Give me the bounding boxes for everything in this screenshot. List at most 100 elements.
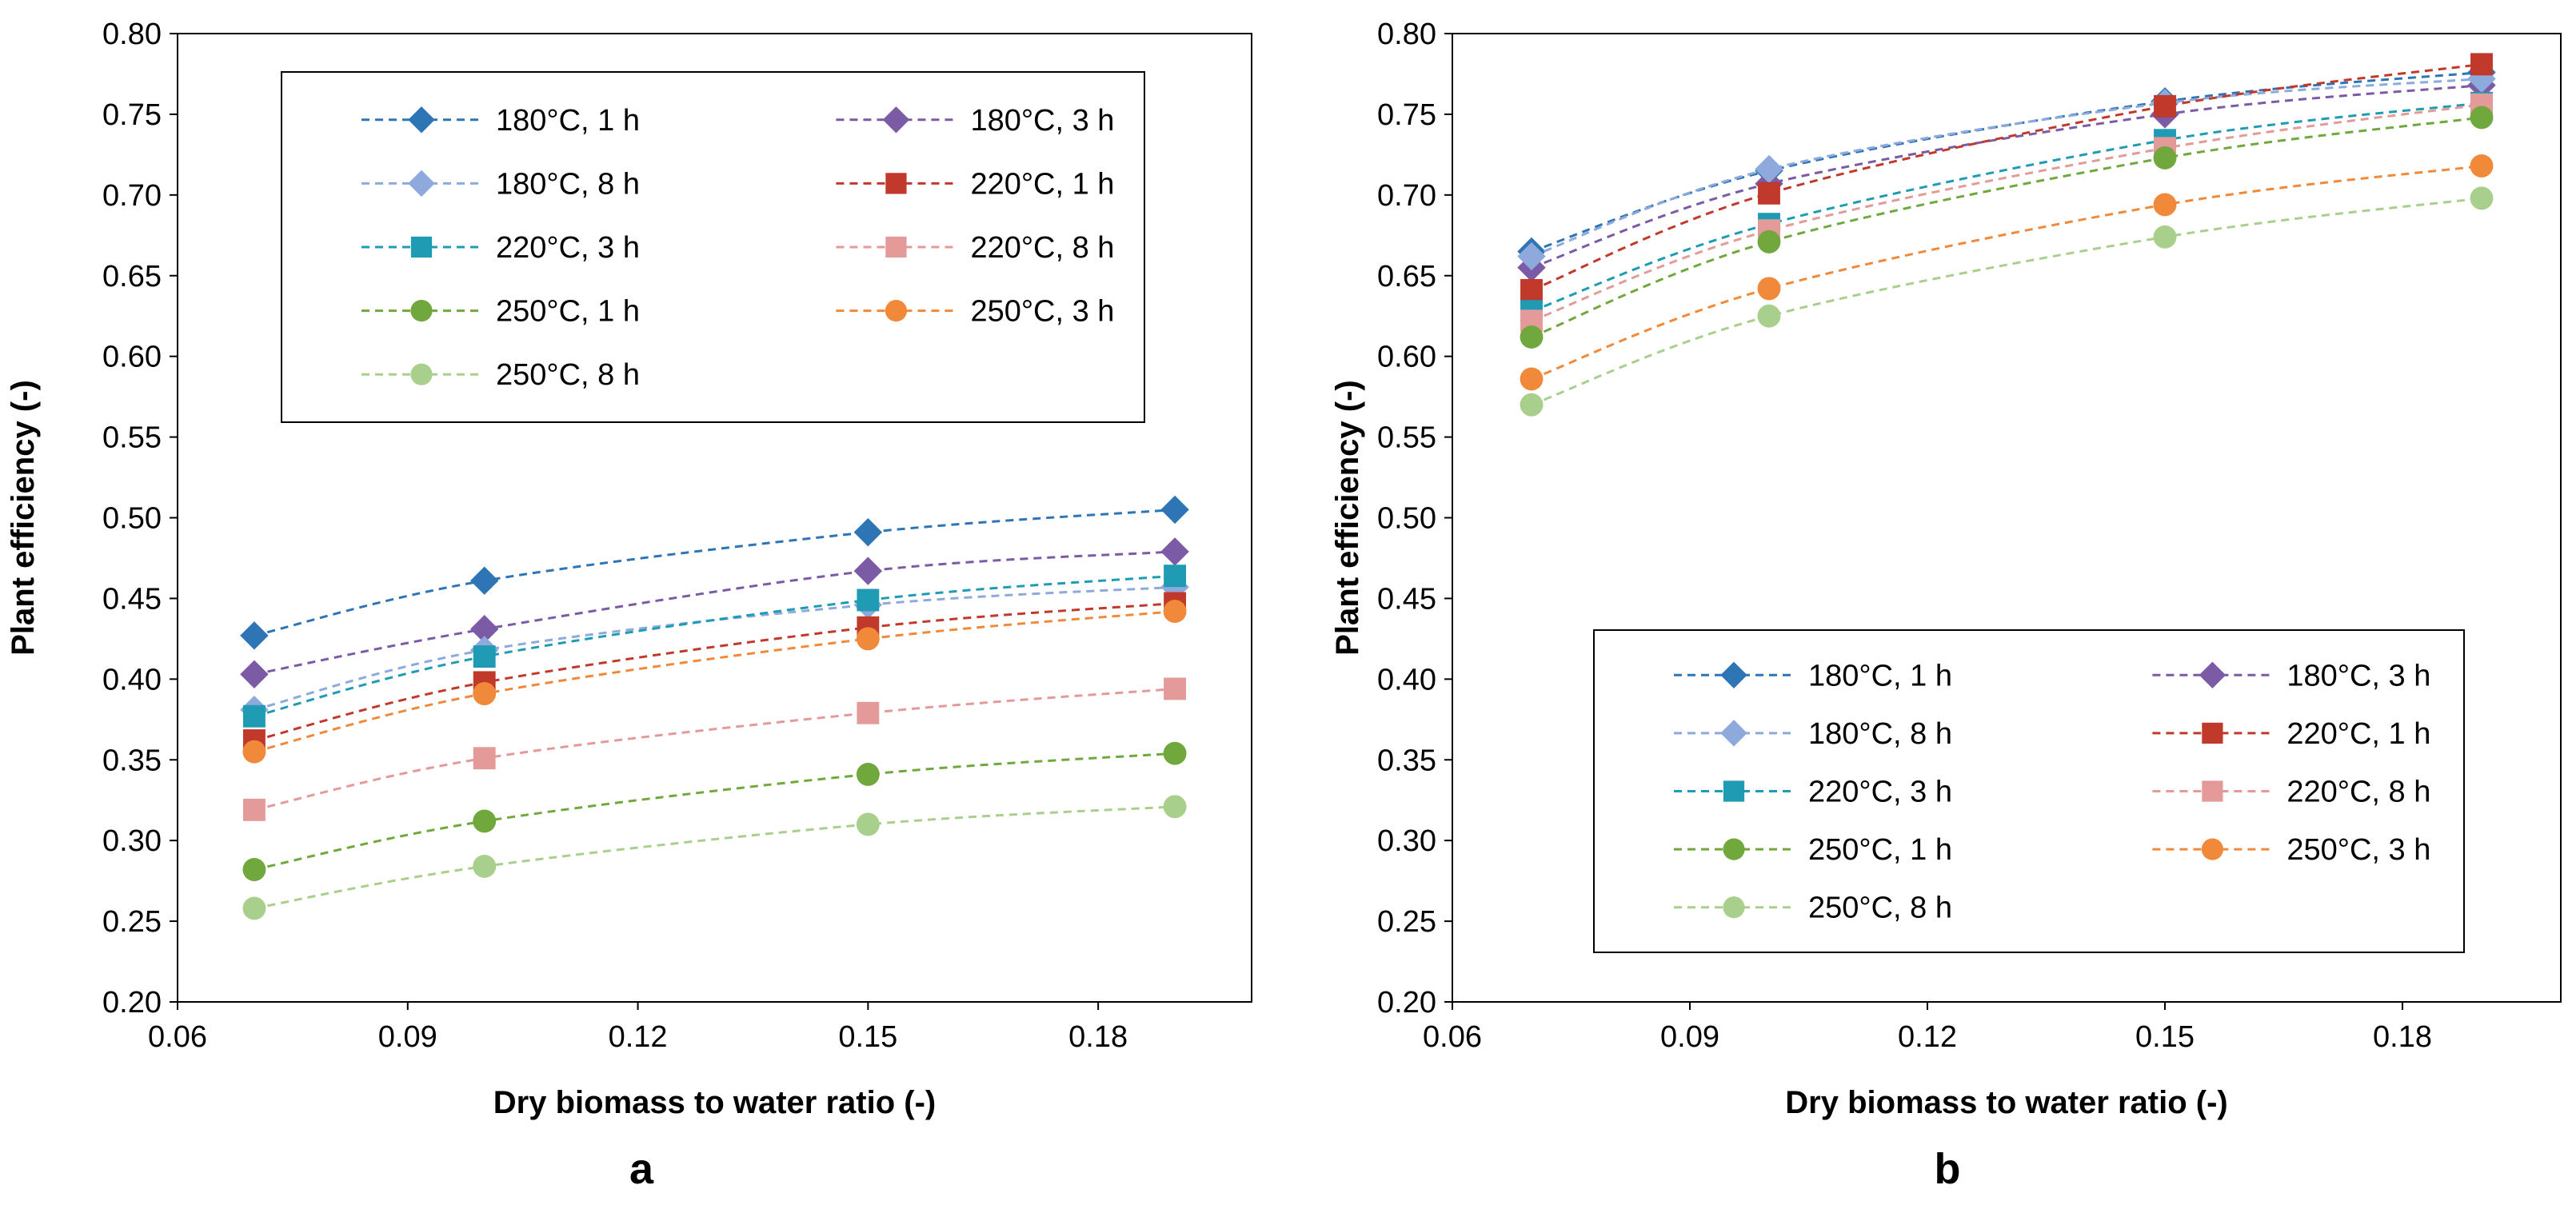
panel-label: b: [1935, 1145, 1961, 1193]
y-tick-label: 0.25: [1377, 905, 1436, 939]
legend-marker: [410, 363, 433, 385]
y-tick-label: 0.80: [1377, 18, 1436, 51]
data-point-marker: [857, 589, 880, 612]
y-axis-title: Plant efficiency (-): [6, 380, 41, 656]
y-tick-label: 0.80: [102, 18, 162, 51]
y-tick-label: 0.20: [1377, 986, 1436, 1019]
legend-label: 220°C, 3 h: [1808, 776, 1952, 809]
data-point-marker: [473, 645, 496, 668]
y-tick-label: 0.70: [1377, 179, 1436, 213]
legend-label: 250°C, 3 h: [2286, 833, 2430, 867]
legend-label: 180°C, 3 h: [970, 104, 1114, 138]
y-tick-label: 0.50: [1377, 502, 1436, 536]
legend-marker: [1720, 661, 1747, 689]
series-line: [1531, 84, 2482, 269]
legend-marker: [408, 106, 435, 134]
y-tick-label: 0.45: [102, 582, 162, 616]
data-point-marker: [242, 740, 266, 764]
y-tick-label: 0.75: [102, 98, 162, 132]
data-point-marker: [242, 704, 266, 728]
data-point-marker: [853, 557, 883, 585]
data-point-marker: [1757, 277, 1781, 301]
legend-marker: [1723, 896, 1745, 919]
legend-label: 250°C, 3 h: [970, 295, 1114, 329]
series-line: [254, 574, 1176, 718]
legend-label: 180°C, 1 h: [496, 104, 640, 138]
panel-label: a: [629, 1145, 654, 1193]
y-tick-label: 0.65: [1377, 260, 1436, 293]
x-tick-label: 0.09: [378, 1020, 437, 1054]
legend-label: 180°C, 8 h: [1808, 717, 1952, 751]
y-tick-label: 0.55: [102, 421, 162, 455]
y-tick-label: 0.30: [1377, 824, 1436, 858]
legend-label: 220°C, 1 h: [2286, 717, 2430, 751]
data-point-marker: [2470, 154, 2494, 178]
chart-panel-b: 0.20 0.25 0.30 0.35 0.40 0.45 0.50 0.55 0.60 0.65…: [1330, 18, 2562, 1193]
y-tick-label: 0.60: [102, 341, 162, 374]
data-point-marker: [856, 627, 880, 651]
legend-marker: [1723, 838, 1745, 860]
data-point-marker: [1520, 278, 1543, 301]
x-tick-label: 0.18: [2373, 1020, 2432, 1054]
data-point-marker: [2154, 94, 2176, 118]
x-tick-label: 0.12: [1898, 1020, 1957, 1054]
series-line: [254, 601, 1176, 742]
data-point-marker: [2470, 53, 2493, 76]
data-point-marker: [1520, 367, 1544, 391]
legend-marker: [2199, 661, 2227, 689]
y-tick-label: 0.75: [1377, 98, 1436, 132]
legend-label: 220°C, 3 h: [496, 231, 640, 265]
series-line: [254, 610, 1176, 753]
y-tick-label: 0.40: [102, 663, 162, 696]
legend-label: 250°C, 8 h: [496, 358, 640, 392]
data-point-marker: [242, 896, 266, 920]
data-point-marker: [1163, 741, 1187, 765]
series-line: [254, 508, 1176, 637]
legend-marker: [410, 236, 433, 258]
legend-marker: [1720, 720, 1747, 747]
data-point-marker: [473, 855, 497, 878]
x-tick-label: 0.06: [148, 1020, 207, 1054]
y-tick-label: 0.70: [102, 179, 162, 213]
legend-label: 220°C, 8 h: [970, 231, 1114, 265]
y-tick-label: 0.30: [102, 824, 162, 858]
data-point-marker: [240, 621, 269, 650]
x-axis-title: Dry biomass to water ratio (-): [1785, 1085, 2227, 1120]
series-line: [254, 805, 1176, 910]
legend-label: 250°C, 1 h: [1808, 833, 1952, 867]
data-point-marker: [242, 798, 266, 821]
x-tick-label: 0.12: [609, 1020, 668, 1054]
data-point-marker: [1164, 677, 1187, 700]
y-axis-title: Plant efficiency (-): [1330, 380, 1365, 656]
x-tick-label: 0.15: [838, 1020, 897, 1054]
chart-panel-a: 0.20 0.25 0.30 0.35 0.40 0.45 0.50 0.55 0.60 0.65…: [6, 18, 1252, 1193]
data-point-marker: [1517, 241, 1546, 271]
legend-marker: [2202, 722, 2223, 744]
data-point-marker: [856, 762, 880, 786]
y-tick-label: 0.50: [102, 502, 162, 536]
x-axis-title: Dry biomass to water ratio (-): [493, 1085, 936, 1120]
data-point-marker: [853, 517, 883, 547]
data-point-marker: [1160, 537, 1189, 566]
legend-label: 220°C, 1 h: [970, 167, 1114, 201]
data-point-marker: [2153, 225, 2177, 249]
y-tick-label: 0.40: [1377, 663, 1436, 696]
legend-label: 250°C, 1 h: [496, 295, 640, 329]
y-tick-label: 0.65: [102, 260, 162, 293]
legend-label: 250°C, 8 h: [1808, 892, 1952, 925]
series-line: [1531, 197, 2482, 406]
data-point-marker: [1160, 495, 1189, 525]
legend-label: 180°C, 1 h: [1808, 659, 1952, 692]
y-tick-label: 0.25: [102, 905, 162, 939]
series-line: [1531, 70, 2482, 253]
data-point-marker: [2153, 146, 2177, 170]
data-point-marker: [1520, 325, 1544, 349]
series-line: [254, 550, 1176, 676]
x-tick-label: 0.06: [1423, 1020, 1482, 1054]
legend-marker: [2202, 780, 2223, 802]
data-point-marker: [857, 701, 880, 724]
series-line: [254, 585, 1176, 712]
y-tick-label: 0.60: [1377, 341, 1436, 374]
legend-marker: [885, 236, 907, 258]
